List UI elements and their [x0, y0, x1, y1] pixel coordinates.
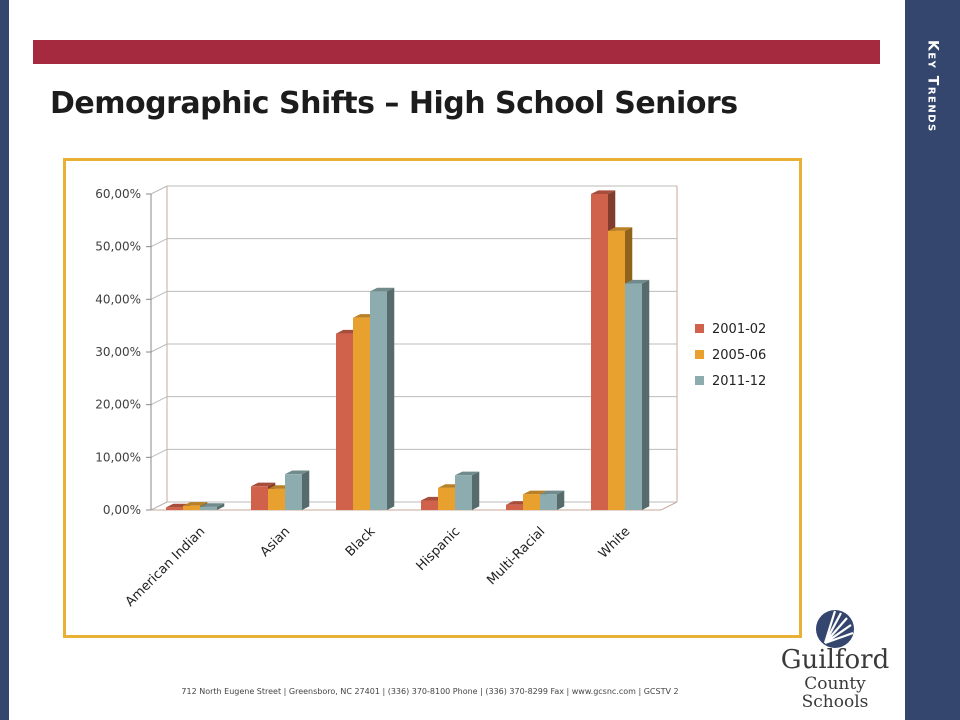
y-tick-label: 40,00%	[95, 292, 141, 306]
bar-side	[217, 503, 225, 510]
bar-side	[472, 471, 480, 510]
y-tick-label: 0,00%	[103, 503, 141, 517]
y-tick-label: 60,00%	[95, 187, 141, 201]
bar-2011-12	[200, 506, 217, 510]
bar-2005-06	[268, 488, 285, 510]
category-label: Hispanic	[414, 524, 464, 574]
bar-top	[625, 279, 650, 284]
gridline-diagonal	[150, 448, 168, 458]
bar-top	[591, 190, 616, 194]
bar-2001-02	[591, 194, 608, 510]
gridline-diagonal	[150, 396, 168, 406]
gridline-diagonal	[150, 290, 168, 300]
logo-subtitle: County Schools	[801, 674, 869, 712]
gridline-diagonal	[150, 238, 168, 248]
logo-name: Guilford	[780, 645, 890, 675]
y-tick-label: 20,00%	[95, 398, 141, 412]
bar-top	[370, 287, 395, 292]
bar-2005-06	[183, 505, 200, 510]
category-label: Asian	[258, 524, 294, 560]
bar-2001-02	[166, 507, 183, 510]
left-stripe	[0, 0, 9, 720]
gridline-diagonal	[150, 185, 168, 195]
category-label: American Indian	[123, 524, 209, 610]
bar-top	[608, 227, 633, 231]
bar-2005-06	[438, 487, 455, 510]
section-label: Key Trends	[905, 40, 960, 200]
bar-top	[183, 502, 208, 506]
legend-label: 2005-06	[712, 348, 766, 363]
legend-label: 2011-12	[712, 374, 766, 389]
bar-side	[302, 470, 310, 510]
bar-2001-02	[506, 504, 523, 510]
slide-title: Demographic Shifts – High School Seniors	[50, 86, 738, 121]
chart-frame: 0,00% 10,00% 20,00% 30,00% 40,00% 50,00% 60,00…	[63, 158, 802, 638]
bar-2001-02	[336, 333, 353, 510]
bar-2011-12	[370, 291, 387, 510]
bar-2005-06	[523, 494, 540, 510]
bar-2001-02	[421, 500, 438, 510]
bar-top	[523, 490, 548, 495]
y-tick-label: 50,00%	[95, 240, 141, 254]
y-tick-label: 30,00%	[95, 345, 141, 359]
bar-side	[642, 279, 650, 510]
legend-swatch	[695, 376, 704, 385]
bar-2011-12	[625, 283, 642, 510]
footer-contact: 712 North Eugene Street | Greensboro, NC…	[181, 687, 679, 696]
gridline-diagonal	[150, 501, 168, 511]
bar-top	[200, 503, 225, 507]
right-band	[905, 0, 960, 720]
school-logo: Guilford County Schools	[775, 605, 895, 711]
bar-chart: 0,00% 10,00% 20,00% 30,00% 40,00% 50,00% 60,00…	[95, 185, 766, 610]
bar-2005-06	[608, 230, 625, 510]
bar-2011-12	[540, 494, 557, 510]
category-label: Multi-Racial	[484, 524, 548, 588]
legend-label: 2001-02	[712, 322, 766, 337]
bar-top	[285, 470, 310, 475]
section-label-text: Key Trends	[924, 40, 941, 133]
bar-top	[455, 471, 480, 476]
legend-swatch	[695, 324, 704, 333]
header-bar	[33, 40, 880, 64]
bar-side	[557, 490, 565, 510]
y-tick-label: 10,00%	[95, 450, 141, 464]
gridline-diagonal	[150, 343, 168, 353]
bar-top	[540, 490, 565, 495]
bar-side	[387, 287, 395, 510]
category-label: Black	[343, 524, 379, 560]
bar-2001-02	[251, 486, 268, 510]
legend-swatch	[695, 350, 704, 359]
sun-emblem-icon	[816, 610, 854, 648]
category-label: White	[596, 524, 633, 561]
bar-top	[251, 482, 276, 487]
bar-2005-06	[353, 317, 370, 510]
bar-2011-12	[455, 475, 472, 510]
bar-2011-12	[285, 474, 302, 510]
